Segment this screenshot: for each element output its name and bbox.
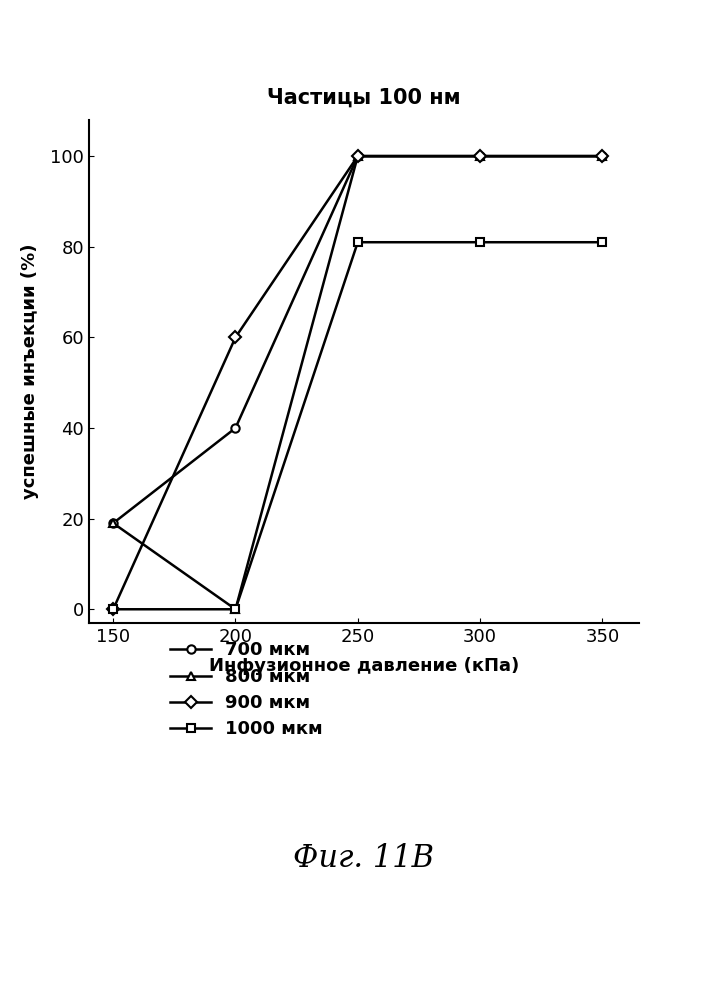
800 мкм: [109, 517, 117, 529]
900 мкм: [109, 603, 117, 615]
Text: Фиг. 11B: Фиг. 11B: [293, 843, 435, 874]
Line: 1000 мкм: 1000 мкм: [109, 238, 606, 613]
700 мкм: [598, 150, 606, 162]
900 мкм: [476, 150, 484, 162]
800 мкм: [231, 603, 240, 615]
700 мкм: [231, 422, 240, 434]
800 мкм: [354, 150, 362, 162]
X-axis label: Инфузионное давление (кПа): Инфузионное давление (кПа): [209, 656, 519, 675]
700 мкм: [476, 150, 484, 162]
700 мкм: [109, 517, 117, 529]
Title: Частицы 100 нм: Частицы 100 нм: [267, 87, 461, 107]
Legend: 700 мкм, 800 мкм, 900 мкм, 1000 мкм: 700 мкм, 800 мкм, 900 мкм, 1000 мкм: [163, 634, 329, 745]
Line: 700 мкм: 700 мкм: [109, 152, 606, 527]
900 мкм: [354, 150, 362, 162]
800 мкм: [598, 150, 606, 162]
800 мкм: [476, 150, 484, 162]
Line: 800 мкм: 800 мкм: [109, 152, 606, 613]
900 мкм: [598, 150, 606, 162]
1000 мкм: [231, 603, 240, 615]
1000 мкм: [109, 603, 117, 615]
1000 мкм: [598, 236, 606, 248]
700 мкм: [354, 150, 362, 162]
Line: 900 мкм: 900 мкм: [109, 152, 606, 613]
1000 мкм: [476, 236, 484, 248]
1000 мкм: [354, 236, 362, 248]
900 мкм: [231, 332, 240, 344]
Y-axis label: успешные инъекции (%): успешные инъекции (%): [21, 244, 39, 500]
